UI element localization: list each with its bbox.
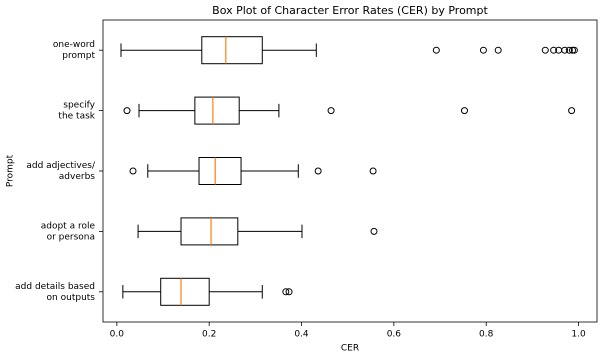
x-tick-label: 0.8	[479, 330, 494, 340]
y-tick-label: specify	[63, 101, 95, 111]
y-tick-label: the task	[58, 112, 95, 122]
outlier	[369, 167, 377, 175]
outlier	[550, 46, 558, 54]
outlier	[565, 46, 573, 54]
x-tick-label: 0.2	[202, 330, 216, 340]
box	[194, 96, 240, 125]
y-tick-label: add details based	[15, 282, 95, 292]
y-tick-label: on outputs	[47, 293, 96, 303]
y-tick-label: adopt a role	[41, 221, 96, 231]
outlier	[327, 107, 335, 115]
outlier	[561, 46, 569, 54]
y-tick-label: one-word	[53, 40, 95, 50]
box	[180, 217, 239, 246]
outlier	[541, 46, 549, 54]
chart-title: Box Plot of Character Error Rates (CER) …	[212, 4, 488, 17]
y-tick-label: adverbs	[59, 172, 96, 182]
outlier	[285, 288, 293, 296]
x-tick-label: 1.0	[571, 330, 586, 340]
outlier	[479, 46, 487, 54]
x-tick-label: 0.0	[110, 330, 125, 340]
outlier	[568, 107, 576, 115]
box	[201, 36, 263, 65]
outlier	[432, 46, 440, 54]
outlier	[460, 107, 468, 115]
x-axis-label: CER	[341, 344, 359, 354]
y-tick-label: or persona	[47, 232, 95, 242]
outlier	[314, 167, 322, 175]
y-axis-label: Prompt	[6, 154, 16, 187]
outlier	[123, 107, 131, 115]
outlier	[569, 46, 577, 54]
outlier	[494, 46, 502, 54]
outlier	[282, 288, 290, 296]
outlier	[570, 46, 578, 54]
outlier	[370, 227, 378, 235]
x-tick-label: 0.6	[387, 330, 402, 340]
box	[160, 277, 210, 306]
y-tick-label: add adjectives/	[26, 161, 96, 171]
y-tick-label: prompt	[62, 51, 95, 61]
x-tick-label: 0.4	[294, 330, 309, 340]
box	[198, 157, 242, 185]
outlier	[129, 167, 137, 175]
